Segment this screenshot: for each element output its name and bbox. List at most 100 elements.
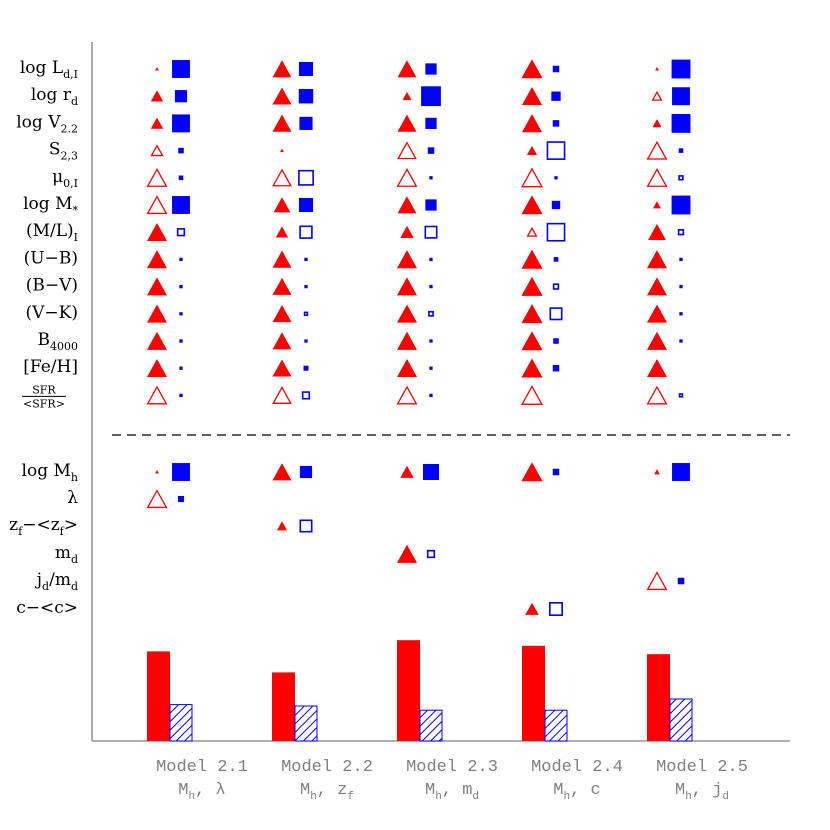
triangle-marker — [150, 90, 164, 102]
square-marker — [425, 199, 437, 211]
triangle-marker — [146, 304, 168, 323]
triangle-marker — [648, 223, 666, 241]
square-marker — [177, 495, 185, 503]
square-marker — [304, 339, 308, 343]
triangle-marker — [526, 226, 538, 237]
square-marker — [429, 393, 433, 398]
square-marker — [553, 338, 559, 344]
square-marker — [425, 117, 437, 130]
square-marker — [298, 169, 314, 186]
square-marker — [429, 257, 433, 262]
triangle-marker — [272, 305, 292, 323]
markers — [146, 59, 691, 616]
square-marker — [176, 228, 186, 237]
row-labels: log Ld,I​ log rd​ log V2.2​ S2,3​ μ0,I​ log M… — [9, 58, 78, 618]
square-marker — [429, 176, 433, 180]
square-marker — [671, 195, 691, 215]
triangle-marker — [155, 67, 159, 71]
square-marker — [299, 225, 313, 239]
triangle-marker — [652, 119, 662, 128]
square-marker — [671, 113, 691, 133]
triangle-marker — [521, 59, 543, 79]
red-bar — [647, 654, 670, 741]
hatched-bar — [669, 698, 693, 742]
square-marker — [298, 88, 314, 104]
triangle-marker — [396, 358, 418, 378]
square-marker — [304, 284, 308, 289]
triangle-marker — [272, 359, 292, 377]
model-name: Model 2.5 — [656, 758, 748, 777]
triangle-marker — [396, 304, 418, 323]
row-label: (V−K) — [26, 303, 79, 323]
square-marker — [301, 391, 311, 400]
triangle-marker — [396, 168, 418, 187]
triangle-marker — [272, 60, 292, 78]
square-marker — [179, 257, 183, 262]
triangle-marker — [272, 168, 292, 187]
triangle-marker — [400, 465, 414, 478]
triangle-marker — [397, 114, 417, 132]
triangle-marker — [520, 167, 544, 188]
row-label: zf​−<zf​> — [9, 515, 78, 538]
square-marker — [552, 65, 560, 73]
square-marker — [677, 229, 685, 236]
model-variables: Mh​, λ — [178, 781, 225, 803]
sfr-denominator: <SFR> — [23, 397, 65, 410]
row-label: μ0,I​ — [52, 167, 78, 190]
row-label: log V2.2​ — [16, 112, 78, 135]
square-marker — [425, 63, 437, 75]
row-label: log Ld,I​ — [20, 58, 78, 81]
triangle-marker — [521, 114, 543, 133]
triangle-marker — [146, 277, 168, 296]
model-variables: Mh​, md​ — [425, 781, 479, 803]
triangle-marker — [272, 463, 292, 481]
square-marker — [303, 311, 309, 317]
triangle-marker — [526, 145, 538, 155]
model-name: Model 2.3 — [406, 758, 498, 777]
square-marker — [678, 148, 684, 153]
square-marker — [429, 339, 433, 343]
square-marker — [172, 196, 190, 214]
triangle-marker — [397, 196, 417, 214]
triangle-marker — [272, 114, 292, 132]
triangle-marker — [146, 358, 168, 378]
square-marker — [179, 312, 183, 316]
square-marker — [679, 257, 683, 262]
square-marker — [179, 339, 183, 343]
square-marker — [427, 147, 435, 154]
triangle-marker — [646, 331, 668, 350]
square-marker — [179, 393, 183, 398]
red-bar — [397, 640, 420, 741]
red-bar — [272, 672, 295, 741]
square-marker — [552, 468, 560, 476]
square-marker — [678, 175, 684, 181]
triangle-marker — [521, 195, 543, 215]
square-marker — [299, 465, 313, 479]
bars — [147, 640, 693, 742]
model-variables: Mh​, zf​ — [300, 781, 354, 803]
row-label: (U−B) — [24, 248, 78, 268]
row-label: S2,3​ — [49, 140, 78, 163]
square-marker — [671, 59, 691, 79]
square-marker — [298, 197, 314, 213]
row-label: jd​/md​ — [35, 570, 78, 593]
square-marker — [429, 284, 433, 289]
square-marker — [679, 339, 683, 343]
row-label: log rd​ — [31, 85, 78, 108]
triangle-marker — [396, 331, 418, 350]
triangle-marker — [651, 90, 663, 101]
triangle-marker — [646, 140, 668, 160]
triangle-marker — [521, 249, 543, 269]
triangle-marker — [272, 332, 292, 350]
square-marker — [172, 463, 190, 481]
red-bar — [147, 651, 170, 741]
triangle-marker — [146, 222, 168, 242]
square-marker — [304, 257, 308, 262]
triangle-marker — [521, 304, 543, 324]
triangle-marker — [272, 386, 292, 404]
triangle-marker — [402, 91, 412, 101]
triangle-marker — [646, 277, 668, 296]
square-marker — [172, 60, 190, 78]
triangle-marker — [146, 250, 168, 269]
square-marker — [428, 310, 434, 317]
